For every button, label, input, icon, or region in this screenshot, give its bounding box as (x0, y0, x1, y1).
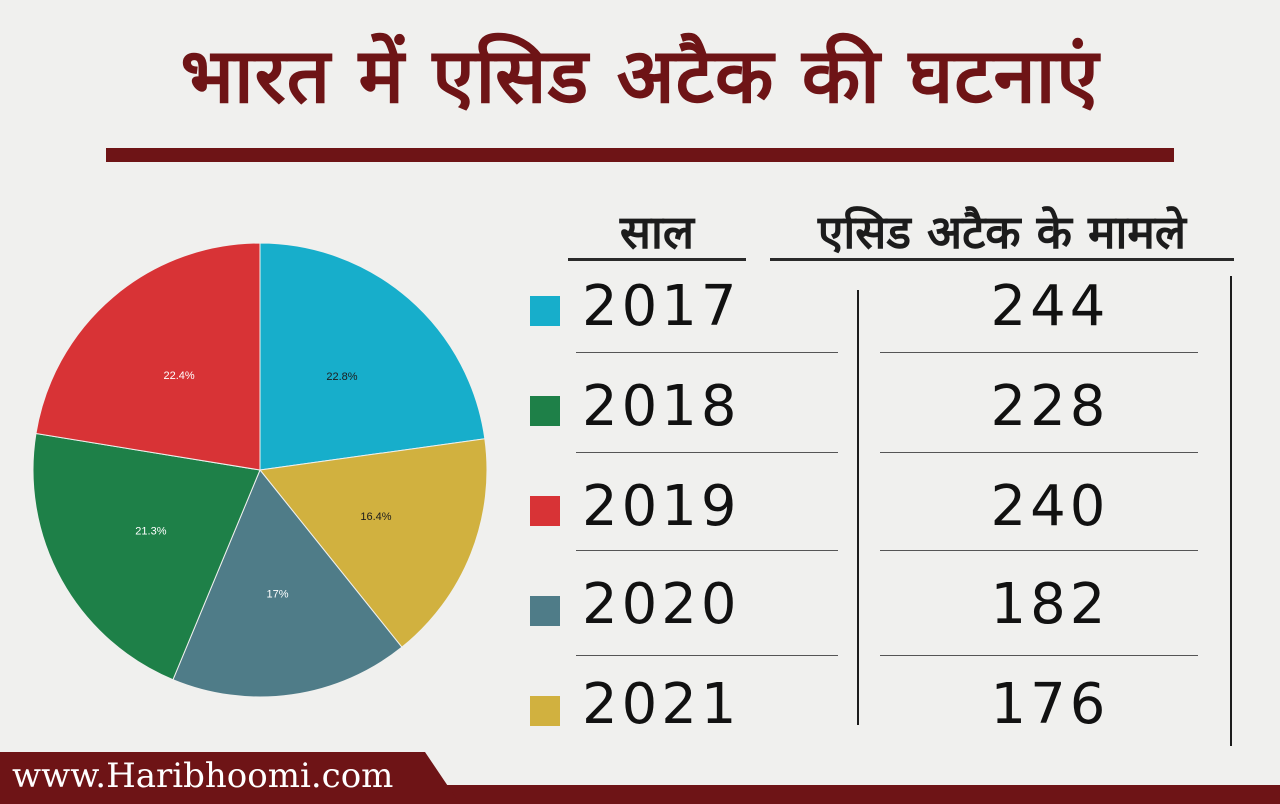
chart-title: भारत में एसिड अटैक की घटनाएं (180, 31, 1100, 120)
pie-slice-label: 22.8% (326, 371, 357, 383)
legend-swatch (530, 396, 560, 426)
cases-header-underline (770, 258, 1234, 261)
cases-cell: 240 (990, 474, 1110, 539)
cases-column-header: एसिड अटैक के मामले (817, 205, 1187, 259)
year-cell: 2021 (582, 672, 741, 737)
pie-slice-2018 (32, 432, 261, 681)
row-divider (576, 655, 838, 656)
row-divider (880, 352, 1198, 353)
footer-tab (0, 752, 460, 804)
pie-slice-2019 (35, 242, 261, 471)
pie-slice-label: 17% (267, 589, 289, 601)
table-row: 2021 176 (0, 662, 1280, 762)
row-divider (880, 452, 1198, 453)
cases-cell: 176 (990, 672, 1110, 737)
table-row: 2017 244 (0, 262, 1280, 362)
year-cell: 2018 (582, 374, 741, 439)
legend-swatch (530, 496, 560, 526)
row-divider (880, 655, 1198, 656)
row-divider (576, 352, 838, 353)
pie-slice-2017 (259, 242, 486, 471)
year-header-underline (568, 258, 746, 261)
pie-slice-2020 (172, 469, 403, 698)
year-cell: 2020 (582, 572, 741, 637)
pie-chart: 22.8% 16.4% 17% 21.3% 22.4% (32, 242, 488, 698)
row-divider (880, 550, 1198, 551)
title-underline (106, 148, 1174, 162)
pie-slice-2021 (259, 438, 488, 648)
year-column-header: साल (619, 205, 695, 259)
cases-cell: 228 (990, 374, 1110, 439)
pie-slice-label: 22.4% (164, 370, 195, 382)
legend-swatch (530, 596, 560, 626)
table-right-border (1230, 276, 1232, 746)
legend-swatch (530, 296, 560, 326)
cases-cell: 182 (990, 572, 1110, 637)
row-divider (576, 452, 838, 453)
pie-slice-label: 16.4% (360, 511, 391, 523)
legend-swatch (530, 696, 560, 726)
cases-cell: 244 (990, 274, 1110, 339)
table-row: 2018 228 (0, 362, 1280, 462)
pie-slice-label: 21.3% (135, 526, 166, 538)
year-cell: 2019 (582, 474, 741, 539)
table-row: 2020 182 (0, 562, 1280, 662)
website-url: www.Haribhoomi.com (12, 756, 394, 796)
row-divider (576, 550, 838, 551)
table-divider (857, 290, 859, 725)
table-row: 2019 240 (0, 462, 1280, 562)
year-cell: 2017 (582, 274, 741, 339)
